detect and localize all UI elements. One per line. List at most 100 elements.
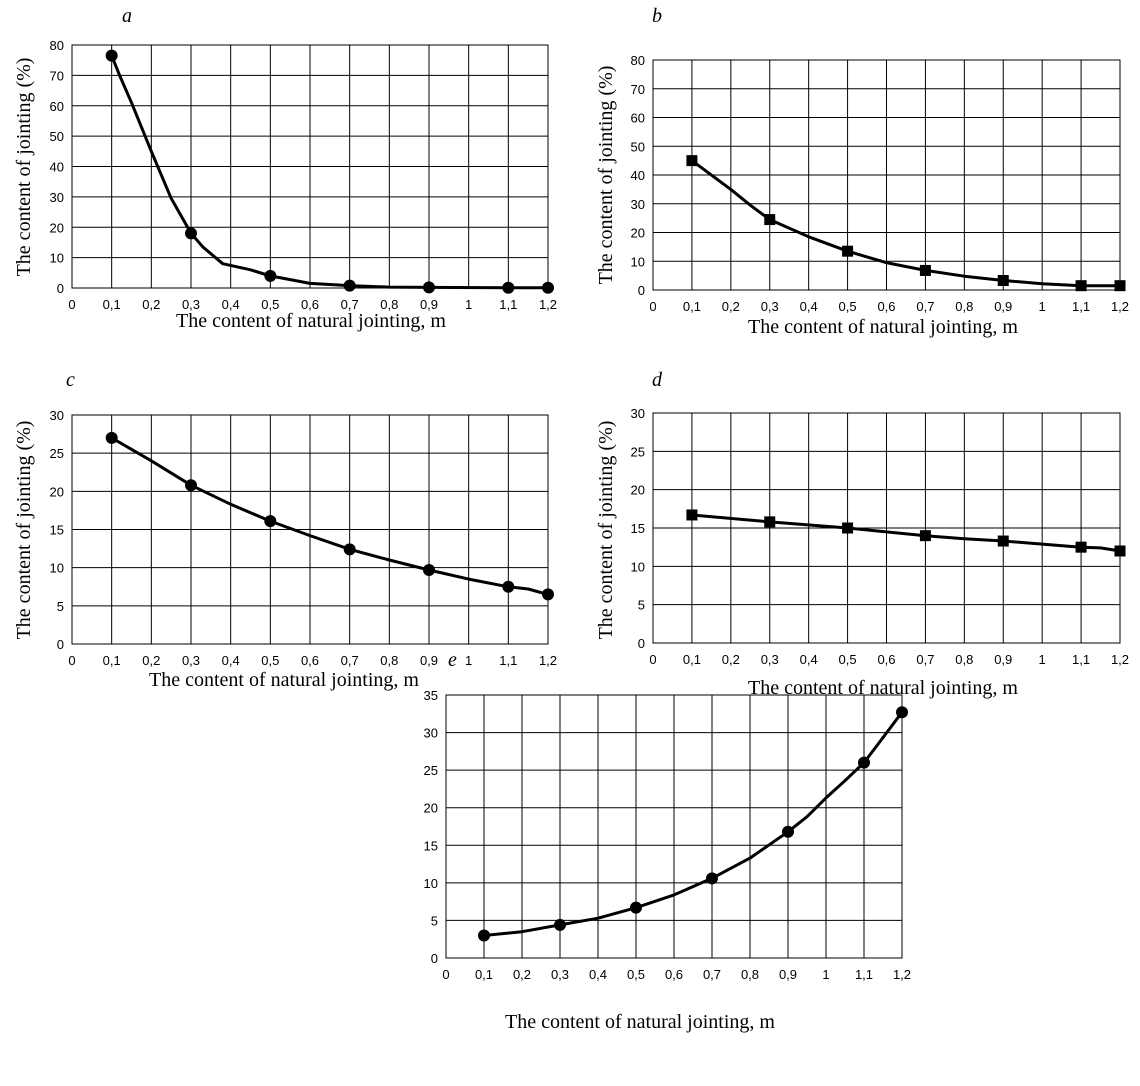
data-point xyxy=(706,872,718,885)
x-tick-label: 0,1 xyxy=(103,653,121,668)
data-point xyxy=(997,275,1009,287)
x-tick-label: 0,4 xyxy=(800,299,818,314)
panel-letter-a: a xyxy=(122,5,132,27)
y-tick-label: 10 xyxy=(50,561,64,576)
y-tick-label: 50 xyxy=(631,139,645,154)
panel-c: c 0 0,1 0,2 0,3 0,4 0,5 0,6 0,7 0,8 0,9 1 1,1 1,2 0 5 10… xyxy=(13,369,557,691)
data-point xyxy=(542,588,554,601)
x-tick-label: 0 xyxy=(649,299,656,314)
x-tick-label: 0,3 xyxy=(761,652,779,667)
x-tick-label: 0,3 xyxy=(551,967,569,982)
data-point xyxy=(1114,280,1126,292)
y-tick-label: 25 xyxy=(424,763,438,778)
data-point xyxy=(185,227,197,240)
y-tick-label: 0 xyxy=(57,281,64,296)
x-tick-label: 0,1 xyxy=(683,299,701,314)
y-axis-title: The content of jointing (%) xyxy=(595,421,617,640)
data-point xyxy=(896,706,908,719)
data-point xyxy=(764,516,776,528)
x-tick-label: 1,1 xyxy=(1072,299,1090,314)
panel-a: a 0 0,1 0,2 0,3 0,4 0,5 0,6 0,7 0,8 0,9 1 1,1 1,2 0 10 2… xyxy=(13,5,557,332)
y-tick-label: 5 xyxy=(638,598,645,613)
x-tick-label: 0,9 xyxy=(420,297,438,312)
x-tick-label: 0,3 xyxy=(182,653,200,668)
x-tick-label: 1,1 xyxy=(1072,652,1090,667)
y-tick-label: 30 xyxy=(631,197,645,212)
y-tick-label: 40 xyxy=(50,160,64,175)
y-tick-label: 50 xyxy=(50,129,64,144)
x-tick-label: 0 xyxy=(649,652,656,667)
y-tick-label: 15 xyxy=(424,838,438,853)
y-tick-label: 70 xyxy=(50,68,64,83)
x-tick-label: 0,6 xyxy=(301,653,319,668)
data-point xyxy=(1075,280,1087,292)
y-tick-label: 20 xyxy=(50,484,64,499)
data-point xyxy=(105,431,118,444)
x-tick-label: 0,1 xyxy=(475,967,493,982)
data-point xyxy=(686,155,698,167)
x-tick-label: 1,2 xyxy=(539,297,557,312)
y-tick-label: 15 xyxy=(50,523,64,538)
series-line xyxy=(110,54,550,290)
y-tick-label: 70 xyxy=(631,82,645,97)
data-point xyxy=(185,479,197,492)
x-tick-label: 0,1 xyxy=(103,297,121,312)
x-tick-label: 0,7 xyxy=(703,967,721,982)
x-tick-label: 0,5 xyxy=(627,967,645,982)
series-line xyxy=(482,710,904,937)
x-tick-label: 1,2 xyxy=(539,653,557,668)
x-tick-label: 0,7 xyxy=(341,653,359,668)
x-tick-label: 0,5 xyxy=(839,299,857,314)
x-tick-label: 0 xyxy=(68,297,75,312)
x-tick-label: 0,3 xyxy=(761,299,779,314)
data-point xyxy=(554,918,566,931)
data-point xyxy=(264,515,277,528)
x-tick-label: 0,5 xyxy=(261,297,279,312)
x-tick-label: 0,4 xyxy=(800,652,818,667)
y-tick-label: 30 xyxy=(631,406,645,421)
x-tick-label: 1 xyxy=(1039,299,1046,314)
y-tick-label: 10 xyxy=(424,876,438,891)
y-axis-title: The content of jointing (%) xyxy=(13,421,35,640)
y-tick-label: 0 xyxy=(431,951,438,966)
x-tick-label: 1,2 xyxy=(1111,652,1129,667)
data-point xyxy=(997,535,1009,547)
x-tick-label: 0,9 xyxy=(994,652,1012,667)
y-tick-label: 0 xyxy=(57,637,64,652)
x-tick-label: 0,8 xyxy=(955,299,973,314)
x-tick-label: 0,3 xyxy=(182,297,200,312)
x-tick-label: 0,9 xyxy=(420,653,438,668)
series-line xyxy=(690,159,1122,288)
y-tick-label: 30 xyxy=(424,726,438,741)
data-point xyxy=(858,756,870,769)
y-tick-label: 15 xyxy=(631,521,645,536)
x-tick-label: 0,6 xyxy=(301,297,319,312)
x-tick-label: 0,2 xyxy=(142,297,160,312)
x-tick-label: 0,7 xyxy=(341,297,359,312)
panel-b: b 0 0,1 0,2 0,3 0,4 0,5 0,6 0,7 0,8 0,9 1 1,1 1,2 0 10 2… xyxy=(595,5,1129,338)
x-tick-label: 0,5 xyxy=(261,653,279,668)
x-tick-label: 1,2 xyxy=(1111,299,1129,314)
x-tick-label: 0,7 xyxy=(916,652,934,667)
x-tick-label: 1,1 xyxy=(499,653,517,668)
data-point xyxy=(764,214,776,226)
data-point xyxy=(502,281,515,294)
data-point xyxy=(343,543,356,556)
y-axis-title: The content of jointing (%) xyxy=(595,66,617,285)
y-tick-label: 20 xyxy=(631,226,645,241)
x-tick-label: 1 xyxy=(465,653,472,668)
x-tick-label: 0,8 xyxy=(741,967,759,982)
series-line xyxy=(690,513,1122,553)
data-point xyxy=(502,580,515,593)
data-point xyxy=(919,264,931,276)
data-point xyxy=(423,563,435,576)
data-point xyxy=(630,901,642,914)
y-tick-label: 0 xyxy=(638,636,645,651)
x-tick-label: 0,9 xyxy=(994,299,1012,314)
x-tick-label: 0,8 xyxy=(380,297,398,312)
panel-letter-e: e xyxy=(448,649,457,671)
x-tick-label: 0,4 xyxy=(222,653,240,668)
x-tick-label: 0,8 xyxy=(380,653,398,668)
x-tick-label: 0,4 xyxy=(589,967,607,982)
